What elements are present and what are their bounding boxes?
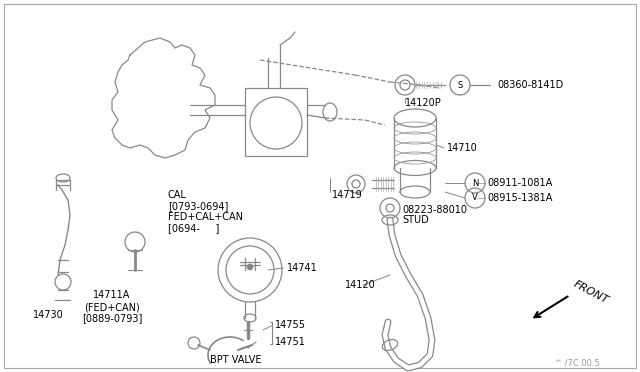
- Text: 08223-88010: 08223-88010: [402, 205, 467, 215]
- Bar: [245, 88, 307, 156]
- Text: V: V: [472, 193, 478, 202]
- Text: 14741: 14741: [287, 263, 317, 273]
- Text: 14755: 14755: [275, 320, 306, 330]
- Circle shape: [247, 264, 253, 270]
- Text: 14719: 14719: [332, 190, 363, 200]
- Text: FRONT: FRONT: [572, 279, 611, 305]
- Text: N: N: [472, 179, 478, 187]
- Text: STUD: STUD: [402, 215, 429, 225]
- Text: (FED+CAN): (FED+CAN): [84, 302, 140, 312]
- Text: 14120P: 14120P: [405, 98, 442, 108]
- Text: S: S: [458, 80, 463, 90]
- Text: BPT VALVE: BPT VALVE: [210, 355, 262, 365]
- Text: FED+CAL+CAN: FED+CAL+CAN: [168, 212, 243, 222]
- Text: [0889-0793]: [0889-0793]: [82, 313, 142, 323]
- Text: 14751: 14751: [275, 337, 306, 347]
- Text: 08911-1081A: 08911-1081A: [487, 178, 552, 188]
- Text: 08915-1381A: 08915-1381A: [487, 193, 552, 203]
- Text: 08360-8141D: 08360-8141D: [497, 80, 563, 90]
- Text: CAL: CAL: [168, 190, 187, 200]
- Text: 14711A: 14711A: [93, 290, 131, 300]
- Text: 14120: 14120: [345, 280, 376, 290]
- Text: [0793-0694]: [0793-0694]: [168, 201, 228, 211]
- Text: [0694-     ]: [0694- ]: [168, 223, 220, 233]
- Text: 14710: 14710: [447, 143, 477, 153]
- Text: 14730: 14730: [33, 310, 63, 320]
- Text: ^ /7C 00.5: ^ /7C 00.5: [555, 359, 600, 368]
